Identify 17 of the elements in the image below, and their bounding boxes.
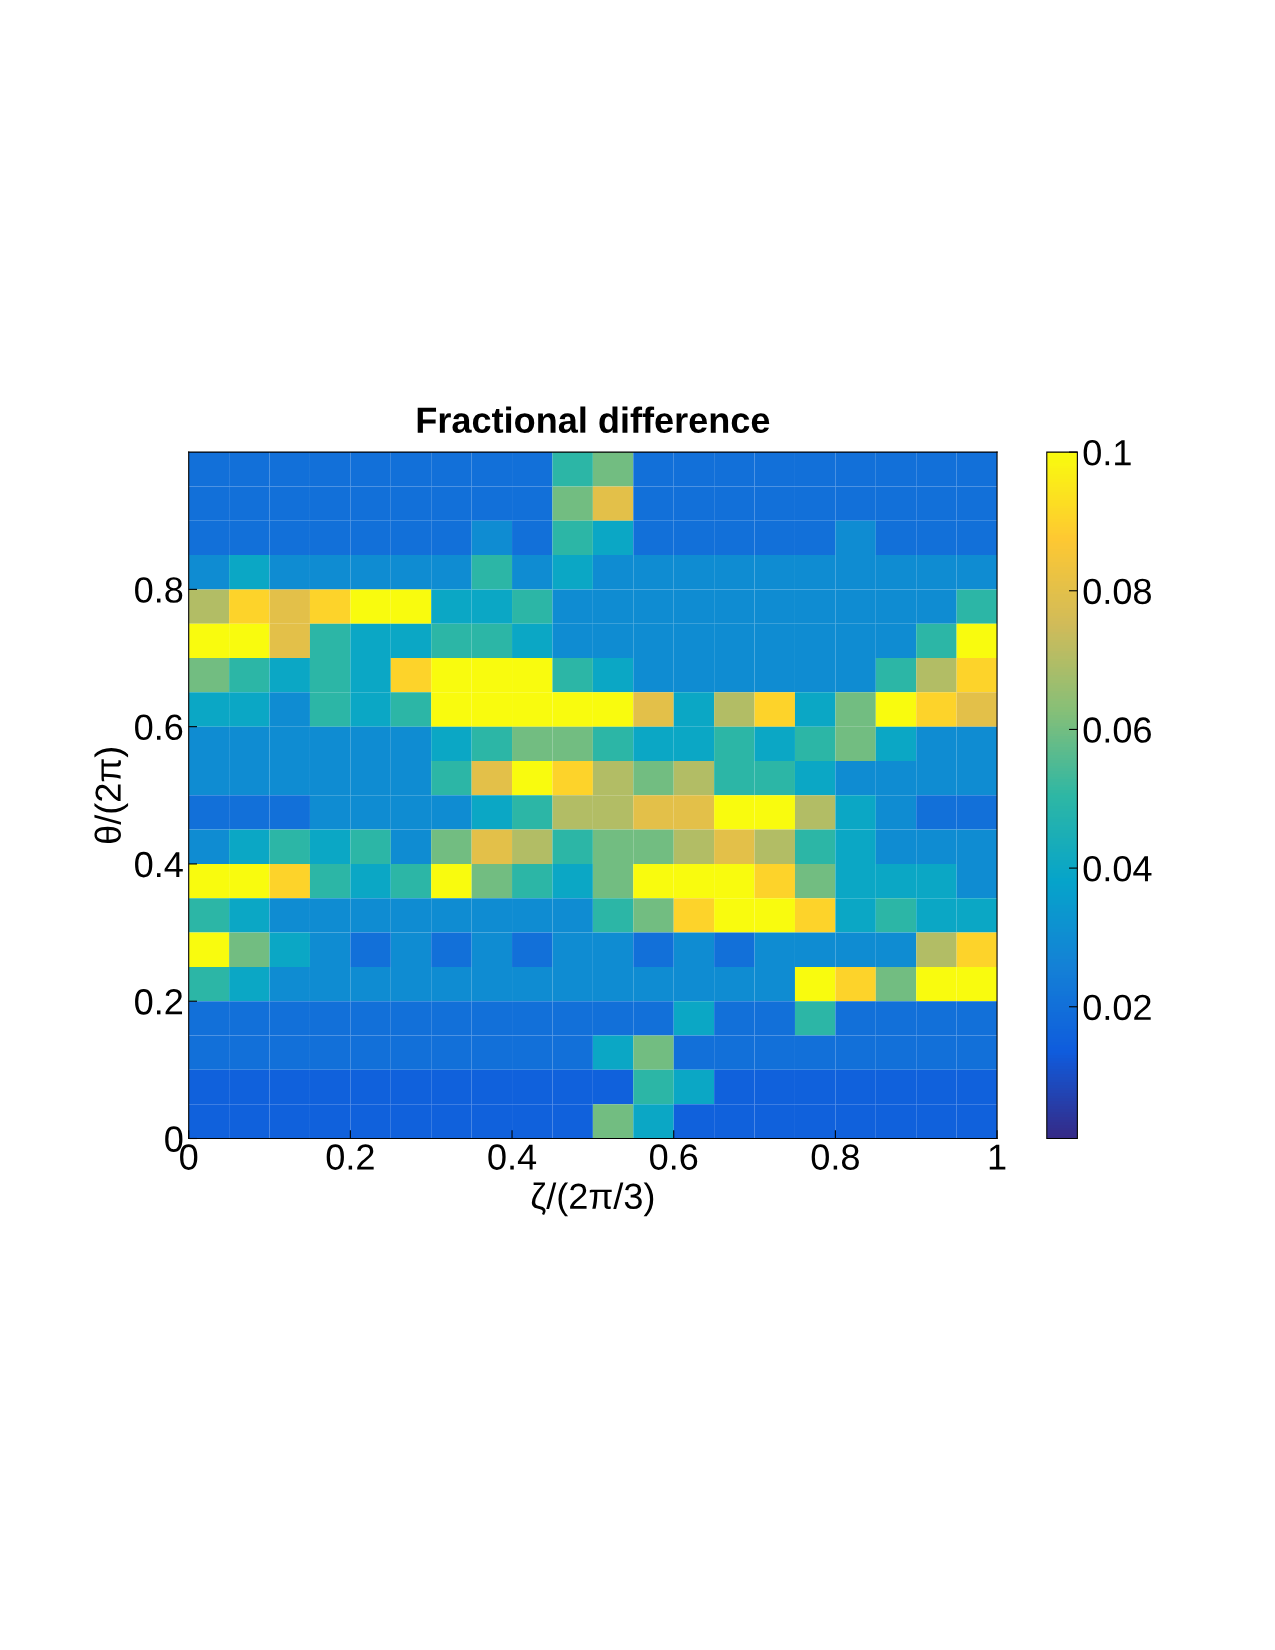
color-bar-label: 0.02 — [1083, 994, 1151, 1021]
x-tick-label: 1 — [989, 1144, 1006, 1170]
chart-title: Fractional difference — [417, 406, 770, 434]
color-bar-label: 0.06 — [1083, 717, 1151, 743]
x-tick-label: 0.8 — [811, 1144, 859, 1170]
x-tick-label: 0.4 — [488, 1144, 537, 1170]
y-tick-label: 0.4 — [135, 851, 183, 878]
color-bar-label: 0.04 — [1083, 855, 1152, 882]
y-tick-label: 0.2 — [135, 989, 183, 1015]
color-bar-label: 0.08 — [1083, 578, 1151, 605]
x-axis-title: ζ/(2π/3) — [531, 1182, 654, 1217]
x-tick-label: 0.2 — [326, 1144, 374, 1170]
y-tick-label: 0.8 — [135, 577, 183, 603]
y-axis-title: θ/(2π) — [94, 747, 129, 844]
color-bar-label: 0.1 — [1083, 439, 1131, 466]
x-tick-label: 0.6 — [650, 1144, 698, 1170]
y-tick-label: 0.6 — [135, 714, 183, 741]
